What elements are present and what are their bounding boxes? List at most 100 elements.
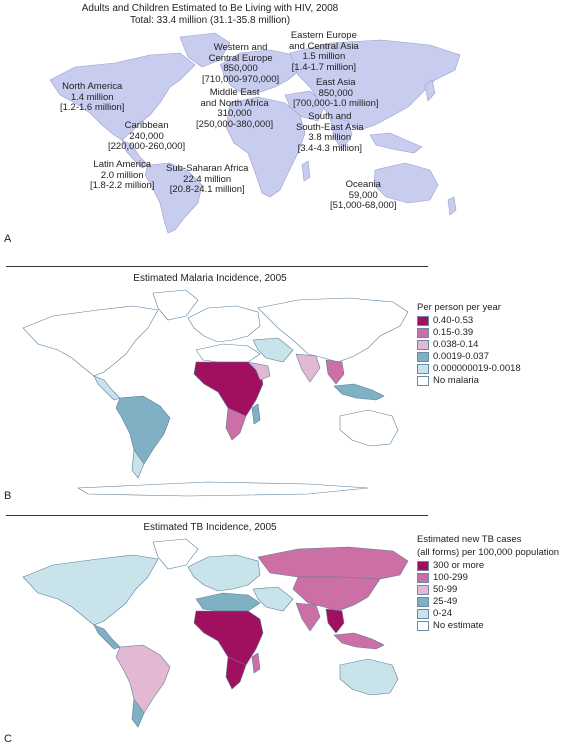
region-label-oceania: Oceania 59,000 [51,000-68,000]: [330, 179, 397, 211]
greenland-shape: [152, 289, 199, 321]
malaria-legend-label: 0.40-0.53: [433, 315, 474, 326]
hiv-map-subtitle: Total: 33.4 million (31.1-35.8 million): [129, 15, 291, 26]
tb-legend-label: 100-299: [433, 572, 468, 583]
malaria-legend-swatch: [417, 327, 429, 338]
asia-shape: [289, 39, 461, 131]
north-america-shape: [49, 52, 196, 141]
malaria-legend-item: 0.038-0.14: [417, 339, 521, 350]
europe-shape: [187, 305, 261, 343]
region-label-east-asia: East Asia 850,000 [700,000-1.0 million]: [293, 77, 379, 109]
tb-legend-item: 0-24: [417, 608, 559, 619]
indonesia-shape: [333, 383, 385, 401]
se-asia-islands-shape: [369, 132, 423, 154]
greenland-shape: [179, 32, 231, 68]
malaria-legend-swatch: [417, 339, 429, 350]
tb-legend-item: 300 or more: [417, 560, 559, 571]
malaria-legend-label: 0.0019-0.037: [433, 351, 489, 362]
europe-shape: [219, 49, 301, 94]
southern-africa-shape: [225, 407, 247, 441]
hiv-world-map: [49, 32, 461, 234]
region-label-western-europe: Western and Central Europe 850,000 [710,…: [202, 42, 280, 85]
tb-legend-item: 50-99: [417, 584, 559, 595]
middle-east-shape: [284, 90, 326, 122]
panel-letter-a: A: [4, 233, 12, 245]
malaria-legend-label: 0.15-0.39: [433, 327, 474, 338]
tb-legend-item: 100-299: [417, 572, 559, 583]
southern-cone-shape: [131, 449, 145, 479]
region-label-sub-saharan-africa: Sub-Saharan Africa 22.4 million [20.8-24…: [166, 163, 249, 195]
central-america-shape: [93, 375, 121, 401]
tb-legend-item: 25-49: [417, 596, 559, 607]
region-label-caribbean: Caribbean 240,000 [220,000-260,000]: [108, 120, 186, 152]
indonesia-shape: [333, 632, 385, 650]
tb-legend-label: 0-24: [433, 608, 453, 619]
tb-legend-label: 50-99: [433, 584, 458, 595]
tb-legend-swatch: [417, 572, 429, 583]
russia-shape: [257, 546, 409, 580]
malaria-legend-title: Per person per year: [417, 302, 501, 313]
malaria-legend-swatch: [417, 351, 429, 362]
uk-shape: [221, 62, 231, 78]
south-america-shape: [144, 162, 203, 234]
south-america-shape: [115, 395, 171, 467]
divider-bc: [6, 515, 428, 516]
region-label-latin-america: Latin America 2.0 million [1.8-2.2 milli…: [90, 159, 155, 191]
hiv-map-title: Adults and Children Estimated to Be Livi…: [81, 3, 339, 14]
malaria-legend-item: 0.000000019-0.0018: [417, 363, 521, 374]
tb-legend-label: No estimate: [433, 620, 484, 631]
region-label-north-america: North America 1.4 million [1.2-1.6 milli…: [60, 81, 125, 113]
panel-b: Estimated Malaria Incidence, 2005: [0, 268, 570, 508]
region-label-south-asia: South and South-East Asia 3.8 million [3…: [296, 111, 364, 154]
south-america-shape: [115, 644, 171, 716]
se-asia-shape: [325, 359, 345, 385]
tb-legend-item: No estimate: [417, 620, 559, 631]
india-shape: [295, 602, 321, 632]
tb-legend-swatch: [417, 560, 429, 571]
malaria-legend-label: 0.038-0.14: [433, 339, 479, 350]
europe-shape: [187, 554, 261, 592]
madagascar-shape: [251, 652, 261, 674]
divider-ab: [6, 266, 428, 267]
north-america-shape: [22, 554, 159, 626]
malaria-legend-item: No malaria: [417, 375, 521, 386]
panel-letter-c: C: [4, 733, 12, 745]
greenland-shape: [152, 538, 199, 570]
region-label-middle-east: Middle East and North Africa 310,000 [25…: [196, 87, 274, 130]
southern-africa-shape: [225, 656, 247, 690]
antarctica-shape: [76, 481, 369, 497]
malaria-legend: Per person per year 0.40-0.53 0.15-0.39 0.…: [417, 302, 521, 387]
tb-legend-swatch: [417, 608, 429, 619]
central-america-shape: [93, 624, 121, 650]
australia-shape: [373, 162, 439, 204]
malaria-legend-item: 0.15-0.39: [417, 327, 521, 338]
central-america-shape: [121, 139, 149, 169]
horn-africa-shape: [247, 361, 271, 381]
north-america-shape: [22, 305, 159, 377]
india-shape: [329, 116, 353, 151]
tb-legend-label: 300 or more: [433, 560, 485, 571]
tb-legend-title-line1: Estimated new TB cases: [417, 534, 522, 545]
malaria-map-title: Estimated Malaria Incidence, 2005: [133, 273, 287, 284]
australia-shape: [339, 658, 399, 696]
malaria-legend-swatch: [417, 375, 429, 386]
middle-east-shape: [252, 337, 294, 363]
malaria-world-map: [22, 289, 409, 497]
malaria-legend-item: 0.0019-0.037: [417, 351, 521, 362]
madagascar-shape: [251, 403, 261, 425]
africa-high-shape: [193, 610, 264, 666]
se-asia-shape: [325, 608, 345, 634]
southern-cone-shape: [131, 698, 145, 728]
asia-shape: [257, 297, 409, 363]
madagascar-shape: [301, 160, 311, 182]
tb-legend-label: 25-49: [433, 596, 458, 607]
malaria-legend-swatch: [417, 315, 429, 326]
tb-legend-title-line2: (all forms) per 100,000 population: [417, 547, 560, 558]
tb-legend-swatch: [417, 620, 429, 631]
north-africa-shape: [195, 592, 261, 612]
tb-map-title: Estimated TB Incidence, 2005: [143, 522, 277, 533]
panel-letter-b: B: [4, 490, 12, 502]
panel-c: Estimated TB Incidence, 2005: [0, 517, 570, 750]
australia-shape: [339, 409, 399, 447]
tb-legend: Estimated new TB cases (all forms) per 1…: [417, 534, 559, 632]
panel-a: Adults and Children Estimated to Be Livi…: [0, 0, 570, 250]
